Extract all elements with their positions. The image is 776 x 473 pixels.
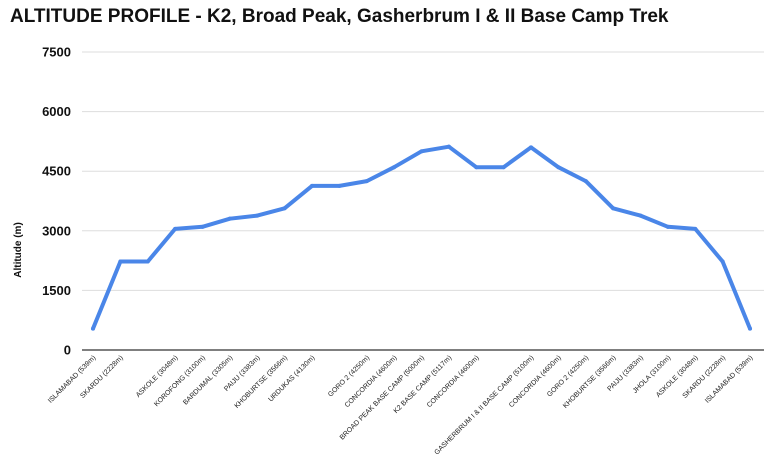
- data-point: [118, 259, 123, 264]
- x-axis-ticks: ISLAMABAD (539m)SKARDU (2228m) ASKOLE (30…: [47, 354, 754, 456]
- x-tick-label: CONCORDIA (4600m): [508, 354, 563, 409]
- y-axis-ticks: 0 1500 3000 4500 6000 7500: [42, 45, 71, 358]
- data-point: [364, 179, 369, 184]
- y-tick-label: 4500: [42, 164, 71, 179]
- x-tick-label: CONCORDIA (4600m): [344, 354, 399, 409]
- data-point: [200, 224, 205, 229]
- x-tick-label: KOROFONG (3100m): [153, 354, 207, 408]
- data-point: [91, 326, 95, 331]
- data-point: [665, 224, 670, 229]
- data-point: [227, 216, 232, 221]
- y-tick-label: 7500: [42, 45, 71, 60]
- data-point: [501, 165, 506, 170]
- y-tick-label: 6000: [42, 104, 71, 119]
- data-point: [310, 183, 314, 188]
- data-point: [638, 213, 643, 218]
- data-point: [529, 145, 533, 150]
- series-layer: [91, 144, 752, 331]
- data-point: [474, 165, 479, 170]
- data-point: [611, 206, 616, 211]
- data-point: [337, 183, 342, 188]
- x-tick-label: KHOBURTSE (3566m): [562, 354, 617, 409]
- x-tick-label: BARDUMAL (3305m): [182, 354, 234, 406]
- data-point: [583, 179, 588, 184]
- data-point: [173, 226, 178, 231]
- data-point: [720, 259, 725, 264]
- y-tick-label: 3000: [42, 223, 71, 238]
- data-point: [693, 226, 698, 231]
- data-point: [748, 326, 752, 331]
- data-point: [446, 144, 451, 149]
- chart-title: ALTITUDE PROFILE - K2, Broad Peak, Gashe…: [10, 6, 669, 27]
- data-point: [419, 149, 424, 154]
- y-tick-label: 0: [64, 343, 71, 358]
- x-tick-label: GASHERBRUM I & II BASE CAMP (5100m): [433, 354, 535, 456]
- y-axis-label: Altitude (m): [13, 222, 24, 278]
- x-tick-label: URDUKAS (4130m): [267, 354, 316, 403]
- data-point: [282, 206, 287, 211]
- data-point: [255, 213, 260, 218]
- grid-lines: [82, 51, 764, 351]
- series-line: [91, 144, 752, 331]
- x-tick-label: ISLAMABAD (539m): [47, 354, 97, 404]
- data-point: [556, 165, 561, 170]
- x-tick-label: KHOBURTSE (3566m): [234, 354, 289, 409]
- x-tick-label: CONCORDIA (4600m): [426, 354, 481, 409]
- data-point: [392, 165, 397, 170]
- data-point: [145, 259, 150, 264]
- x-tick-label: ISLAMABAD (539m): [704, 354, 754, 404]
- y-tick-label: 1500: [42, 283, 71, 298]
